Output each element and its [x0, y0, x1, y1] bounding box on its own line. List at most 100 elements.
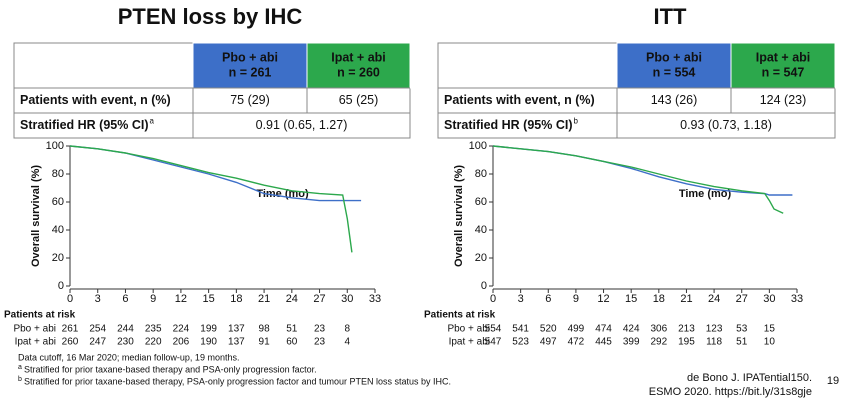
x-tick-label: 24: [708, 293, 720, 305]
table-header-cell: [306, 42, 411, 89]
x-tick-label: 3: [95, 293, 101, 305]
x-tick-label: 3: [518, 293, 524, 305]
y-axis-label: Overall survival (%): [453, 165, 465, 267]
survival-curve: [492, 145, 784, 214]
footnote-mark: a: [150, 117, 155, 126]
footnote: Data cutoff, 16 Mar 2020; median follow-…: [18, 352, 239, 362]
at-risk-count: 235: [145, 324, 162, 335]
x-tick-label: 9: [573, 293, 579, 305]
y-tick-label: 40: [52, 224, 64, 236]
at-risk-count: 123: [706, 324, 723, 335]
x-tick-label: 30: [341, 293, 353, 305]
footnote-mark: b: [18, 376, 22, 383]
at-risk-count: 523: [512, 337, 529, 348]
at-risk-count: 474: [595, 324, 612, 335]
x-tick-label: 18: [653, 293, 665, 305]
y-tick-label: 100: [469, 140, 487, 152]
at-risk-count: 15: [764, 324, 776, 335]
page-number: 19: [827, 375, 839, 387]
at-risk-count: 424: [623, 324, 640, 335]
at-risk-count: 230: [117, 337, 134, 348]
at-risk-label: Pbo + abi: [13, 324, 56, 335]
table-cell: 0.91 (0.65, 1.27): [256, 118, 348, 132]
y-axis-label: Overall survival (%): [30, 165, 42, 267]
at-risk-count: 213: [678, 324, 695, 335]
at-risk-count: 306: [650, 324, 667, 335]
at-risk-count: 260: [62, 337, 79, 348]
at-risk-count: 51: [286, 324, 298, 335]
x-tick-label: 6: [122, 293, 128, 305]
at-risk-count: 499: [568, 324, 585, 335]
x-tick-label: 33: [791, 293, 803, 305]
x-tick-label: 21: [258, 293, 270, 305]
at-risk-count: 261: [62, 324, 79, 335]
at-risk-label: Ipat + abi: [449, 337, 490, 348]
at-risk-count: 445: [595, 337, 612, 348]
at-risk-count: 23: [314, 324, 326, 335]
table-header: n = 554: [653, 65, 696, 79]
at-risk-count: 137: [228, 337, 245, 348]
chart-title: ITT: [654, 4, 688, 29]
at-risk-count: 137: [228, 324, 245, 335]
at-risk-count: 220: [145, 337, 162, 348]
x-tick-label: 6: [545, 293, 551, 305]
at-risk-count: 472: [568, 337, 585, 348]
at-risk-count: 497: [540, 337, 557, 348]
row-label: Stratified HR (95% CI): [444, 118, 573, 132]
x-tick-label: 15: [625, 293, 637, 305]
footnote: Stratified for prior taxane-based therap…: [24, 376, 451, 386]
chart-title: PTEN loss by IHC: [118, 4, 303, 29]
at-risk-count: 399: [623, 337, 640, 348]
x-tick-label: 15: [203, 293, 215, 305]
at-risk-count: 292: [650, 337, 667, 348]
y-tick-label: 80: [475, 168, 487, 180]
x-tick-label: 30: [763, 293, 775, 305]
x-tick-label: 0: [67, 293, 73, 305]
at-risk-count: 541: [512, 324, 529, 335]
survival-curve: [69, 145, 353, 253]
x-tick-label: 12: [597, 293, 609, 305]
at-risk-count: 118: [706, 337, 722, 348]
at-risk-title: Patients at risk: [4, 310, 76, 321]
x-tick-label: 21: [680, 293, 692, 305]
at-risk-count: 23: [314, 337, 326, 348]
footnote-mark: b: [574, 117, 579, 126]
table-header-cell: [730, 42, 836, 89]
at-risk-count: 190: [200, 337, 217, 348]
table-header: Ipat + abi: [331, 50, 386, 64]
at-risk-count: 244: [117, 324, 134, 335]
at-risk-count: 53: [736, 324, 748, 335]
at-risk-count: 91: [259, 337, 271, 348]
y-tick-label: 0: [481, 280, 487, 292]
table-cell: 65 (25): [339, 93, 379, 107]
at-risk-label: Ipat + abi: [15, 337, 56, 348]
footnote-mark: a: [18, 364, 22, 371]
at-risk-count: 10: [764, 337, 776, 348]
at-risk-count: 247: [89, 337, 106, 348]
x-tick-label: 0: [490, 293, 496, 305]
table-header: Pbo + abi: [222, 50, 278, 64]
row-label: Stratified HR (95% CI): [20, 118, 149, 132]
footnote: Stratified for prior taxane-based therap…: [24, 364, 317, 374]
at-risk-count: 195: [678, 337, 695, 348]
at-risk-count: 98: [259, 324, 271, 335]
y-tick-label: 0: [58, 280, 64, 292]
y-tick-label: 80: [52, 168, 64, 180]
row-label: Patients with event, n (%): [20, 93, 171, 107]
table-header: n = 261: [229, 65, 272, 79]
table-cell: 143 (26): [651, 93, 698, 107]
at-risk-count: 254: [89, 324, 106, 335]
at-risk-count: 520: [540, 324, 557, 335]
citation: de Bono J. IPATential150.: [687, 372, 812, 384]
at-risk-count: 4: [344, 337, 350, 348]
x-tick-label: 33: [369, 293, 381, 305]
at-risk-count: 60: [286, 337, 298, 348]
citation: ESMO 2020. https://bit.ly/31s8gje: [649, 386, 812, 398]
x-tick-label: 27: [313, 293, 325, 305]
at-risk-count: 547: [485, 337, 502, 348]
at-risk-count: 8: [344, 324, 350, 335]
y-tick-label: 60: [52, 196, 64, 208]
x-tick-label: 12: [175, 293, 187, 305]
at-risk-count: 224: [173, 324, 190, 335]
